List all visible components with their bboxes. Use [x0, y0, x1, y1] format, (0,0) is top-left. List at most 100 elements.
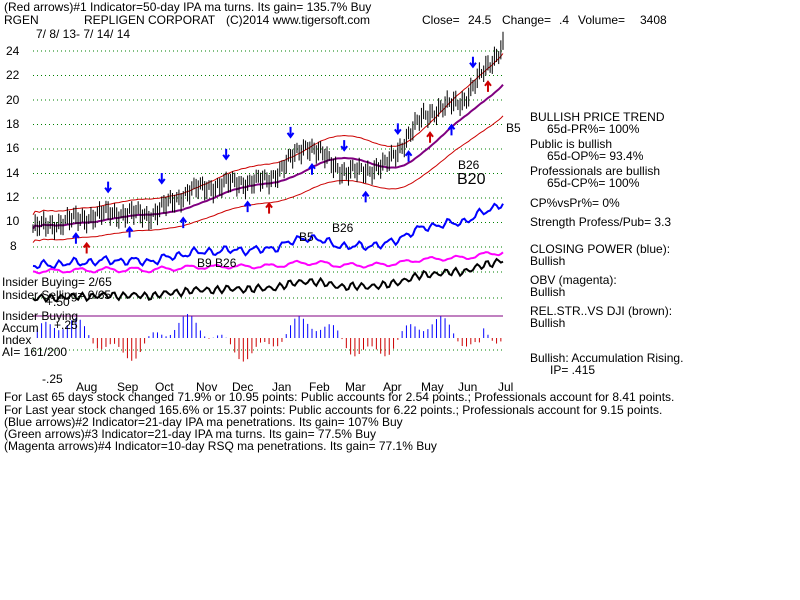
accum-label: Accum: [2, 321, 39, 335]
bullish-trend: BULLISH PRICE TREND: [530, 110, 665, 124]
blue-buy-arrow: [308, 163, 316, 175]
footer-blue-arrows: (Blue arrows)#2 Indicator=21-day IPA ma …: [4, 415, 403, 429]
close-label: Close=: [422, 13, 460, 27]
red-buy-arrow: [426, 131, 434, 143]
change-label: Change=: [502, 13, 552, 27]
month-label: Sep: [117, 380, 139, 394]
blue-sell-arrow: [157, 172, 166, 185]
blue-sell-arrow: [394, 123, 402, 136]
month-label: May: [421, 380, 444, 394]
obv-label: OBV (magenta):: [530, 273, 617, 287]
blue-buy-arrow: [72, 232, 80, 244]
relstr-status: Bullish: [530, 316, 566, 330]
price-tick: 10: [6, 214, 20, 228]
company-name: REPLIGEN CORPORAT: [84, 13, 216, 27]
copyright: (C)2014 www.tigersoft.com: [226, 13, 371, 27]
volume-value: 3408: [640, 13, 667, 27]
indicator-title: (Red arrows)#1 Indicator=50-day IPA ma t…: [4, 0, 372, 14]
blue-sell-arrow: [222, 148, 230, 161]
blue-buy-arrow: [404, 150, 413, 162]
signal-label-b5: B5: [299, 230, 314, 244]
signal-arrows: [72, 56, 492, 254]
indicator-lines: [32, 202, 504, 303]
footer-green-arrows: (Green arrows)#3 Indicator=21-day IPA ma…: [4, 427, 376, 441]
accum-zero-line: [33, 271, 503, 351]
month-label: Apr: [383, 380, 402, 394]
closing-power-line: [32, 202, 504, 270]
insider-selling-count: Insider Selling= 0/65: [2, 288, 112, 302]
price-tick: 14: [6, 166, 20, 180]
signal-label-b9-b26: B9 B26: [197, 256, 237, 270]
month-label: Feb: [309, 380, 330, 394]
month-label: Nov: [196, 380, 218, 394]
volume-label: Volume=: [578, 13, 626, 27]
month-label: Oct: [155, 380, 174, 394]
op-value: 65d-OP%= 93.4%: [547, 149, 644, 163]
price-tick: 16: [6, 141, 20, 155]
closing-power-status: Bullish: [530, 254, 566, 268]
price-tick: 8: [10, 239, 17, 253]
blue-sell-arrow: [104, 181, 112, 194]
blue-buy-arrow: [243, 200, 252, 213]
price-bars: [32, 31, 504, 240]
price-tick: 12: [6, 190, 20, 204]
accum-plus50: +.50: [46, 295, 70, 309]
accum-histogram: [36, 314, 502, 362]
month-label: Jul: [498, 380, 514, 394]
footer-65day: For Last 65 days stock changed 71.9% or …: [4, 390, 675, 404]
strength-value: Strength Profess/Pub= 3.3: [530, 215, 672, 229]
red-buy-arrow: [484, 80, 492, 92]
accum-minus25: -.25: [42, 372, 63, 386]
month-label: Jan: [272, 380, 292, 394]
index-label: Index: [2, 333, 32, 347]
blue-buy-arrow: [125, 225, 134, 238]
footer-magenta-arrows: (Magenta arrows)#4 Indicator=10-day RSQ …: [4, 439, 437, 453]
signal-label-b26: B26: [458, 158, 480, 172]
month-label: Aug: [76, 380, 98, 394]
signal-label-b20: B20: [457, 171, 486, 188]
pros-bullish: Professionals are bullish: [530, 164, 661, 178]
cp-value: 65d-CP%= 100%: [547, 176, 640, 190]
footer-year: For Last year stock changed 165.6% or 15…: [4, 403, 663, 417]
red-buy-arrow: [265, 201, 273, 214]
month-label: Mar: [345, 380, 366, 394]
signal-label-b5: B5: [506, 121, 521, 135]
accum-rising: Bullish: Accumulation Rising.: [530, 351, 684, 365]
closing-power-label: CLOSING POWER (blue):: [530, 242, 671, 256]
price-tick: 22: [6, 68, 20, 82]
insider-buying-label: Insider Buying: [2, 309, 79, 323]
blue-buy-arrow: [179, 216, 188, 229]
change-value: .4: [559, 13, 570, 27]
date-range: 7/ 8/ 13- 7/ 14/ 14: [36, 27, 131, 41]
price-tick: 24: [6, 44, 20, 58]
blue-buy-arrow: [361, 190, 370, 203]
obv-status: Bullish: [530, 285, 566, 299]
cpvspr-value: CP%vsPr%= 0%: [530, 196, 620, 210]
moving-average-line: [32, 84, 504, 230]
month-label: Jun: [458, 380, 478, 394]
close-value: 24.5: [468, 13, 492, 27]
blue-sell-arrow: [340, 140, 348, 152]
upper-band: [32, 53, 504, 215]
price-bands: [32, 53, 504, 243]
lower-band: [32, 115, 504, 243]
ip-value: IP= .415: [550, 363, 596, 377]
relative-strength-line: [32, 257, 504, 303]
blue-buy-arrow: [447, 123, 456, 136]
price-tick: 18: [6, 117, 20, 131]
public-bullish: Public is bullish: [530, 137, 613, 151]
blue-sell-arrow: [469, 56, 477, 69]
price-tick: 20: [6, 93, 20, 107]
pr-value: 65d-PR%= 100%: [547, 122, 640, 136]
signal-label-b26: B26: [332, 221, 354, 235]
month-label: Dec: [232, 380, 254, 394]
blue-sell-arrow: [286, 126, 295, 139]
insider-buying-count: Insider Buying= 2/65: [2, 275, 112, 289]
accum-plus25: +.25: [54, 318, 78, 332]
ticker: RGEN: [4, 13, 39, 27]
relstr-label: REL.STR..VS DJI (brown):: [530, 304, 673, 318]
red-buy-arrow: [82, 241, 91, 254]
obv-line: [32, 251, 504, 275]
ai-value: AI= 161/200: [2, 345, 68, 359]
